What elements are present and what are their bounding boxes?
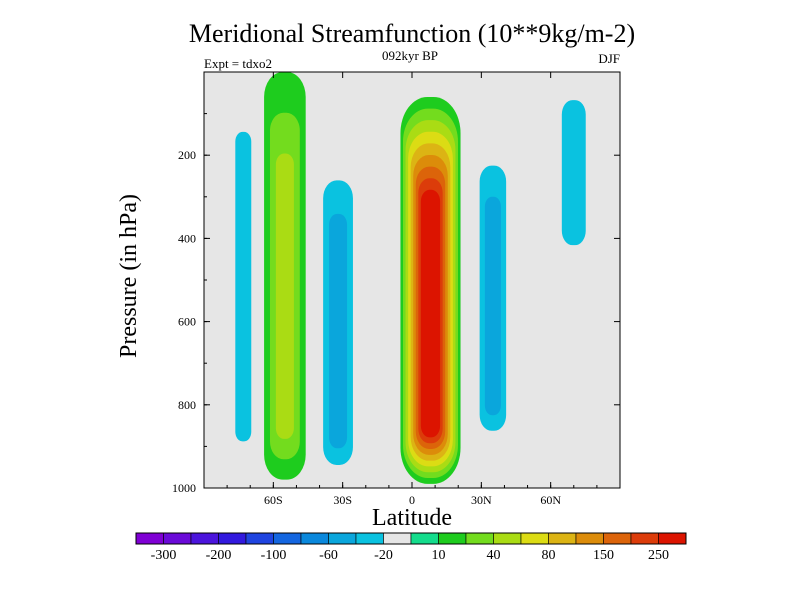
y-tick-label: 1000 — [172, 481, 196, 495]
colorbar-swatch — [410, 532, 439, 545]
chart-title: Meridional Streamfunction (10**9kg/m-2) — [189, 19, 635, 48]
plot-area: 60S 30S 0 30N 60N 200 400 600 800 1000 — [172, 71, 621, 507]
y-axis-label: Pressure (in hPa) — [116, 194, 142, 358]
contour-band-2-2 — [329, 213, 348, 449]
colorbar: -300 -200 -100 -60 -20 10 40 80 150 250 — [135, 532, 687, 563]
x-tick-label: 60S — [264, 493, 283, 507]
colorbar-swatch — [355, 532, 384, 545]
colorbar-swatch — [218, 532, 247, 545]
colorbar-swatch — [245, 532, 274, 545]
contour-band-5-1 — [561, 100, 586, 246]
colorbar-label: -20 — [374, 548, 393, 563]
colorbar-swatch — [658, 532, 687, 545]
colorbar-swatch — [603, 532, 632, 545]
y-tick-label: 600 — [178, 315, 196, 329]
colorbar-swatch — [465, 532, 494, 545]
y-tick-label: 200 — [178, 148, 196, 162]
y-axis: 200 400 600 800 1000 — [172, 113, 620, 495]
contour-band-3-9 — [423, 201, 438, 432]
y-tick-label: 800 — [178, 398, 196, 412]
contour-band-1-2 — [275, 153, 294, 439]
chart-subtitle-center: 092kyr BP — [382, 48, 438, 63]
colorbar-frame — [135, 532, 687, 545]
colorbar-swatch — [383, 532, 412, 545]
colorbar-swatch — [273, 532, 302, 545]
colorbar-label: -100 — [261, 548, 287, 563]
contour-fill-layer — [229, 72, 595, 484]
colorbar-swatch — [300, 532, 329, 545]
colorbar-swatch — [135, 532, 164, 545]
contour-band-4-2 — [484, 196, 501, 416]
x-tick-label: 0 — [409, 493, 415, 507]
colorbar-swatch — [438, 532, 467, 545]
colorbar-swatch — [163, 532, 192, 545]
colorbar-label: 40 — [487, 548, 501, 563]
colorbar-swatch — [548, 532, 577, 545]
contour-group — [229, 72, 595, 484]
chart-subtitle-left: Expt = tdxo2 — [204, 56, 272, 71]
colorbar-swatch — [493, 532, 522, 545]
y-tick-label: 400 — [178, 231, 196, 245]
colorbar-label: -60 — [319, 548, 338, 563]
colorbar-label: -200 — [206, 548, 232, 563]
colorbar-swatch — [328, 532, 357, 545]
colorbar-label: -300 — [151, 548, 177, 563]
colorbar-label: 80 — [542, 548, 556, 563]
colorbar-label: 10 — [432, 548, 446, 563]
colorbar-swatch — [190, 532, 219, 545]
colorbar-swatch — [575, 532, 604, 545]
x-axis: 60S 30S 0 30N 60N — [226, 72, 598, 507]
contour-band-0-1 — [235, 131, 252, 442]
colorbar-label: 250 — [648, 548, 669, 563]
x-tick-label: 30N — [471, 493, 492, 507]
x-tick-label: 30S — [333, 493, 352, 507]
colorbar-swatch — [520, 532, 549, 545]
colorbar-swatch — [630, 532, 659, 545]
x-tick-label: 60N — [540, 493, 561, 507]
chart-subtitle-right: DJF — [598, 51, 620, 66]
x-axis-label: Latitude — [372, 505, 452, 531]
colorbar-label: 150 — [593, 548, 614, 563]
